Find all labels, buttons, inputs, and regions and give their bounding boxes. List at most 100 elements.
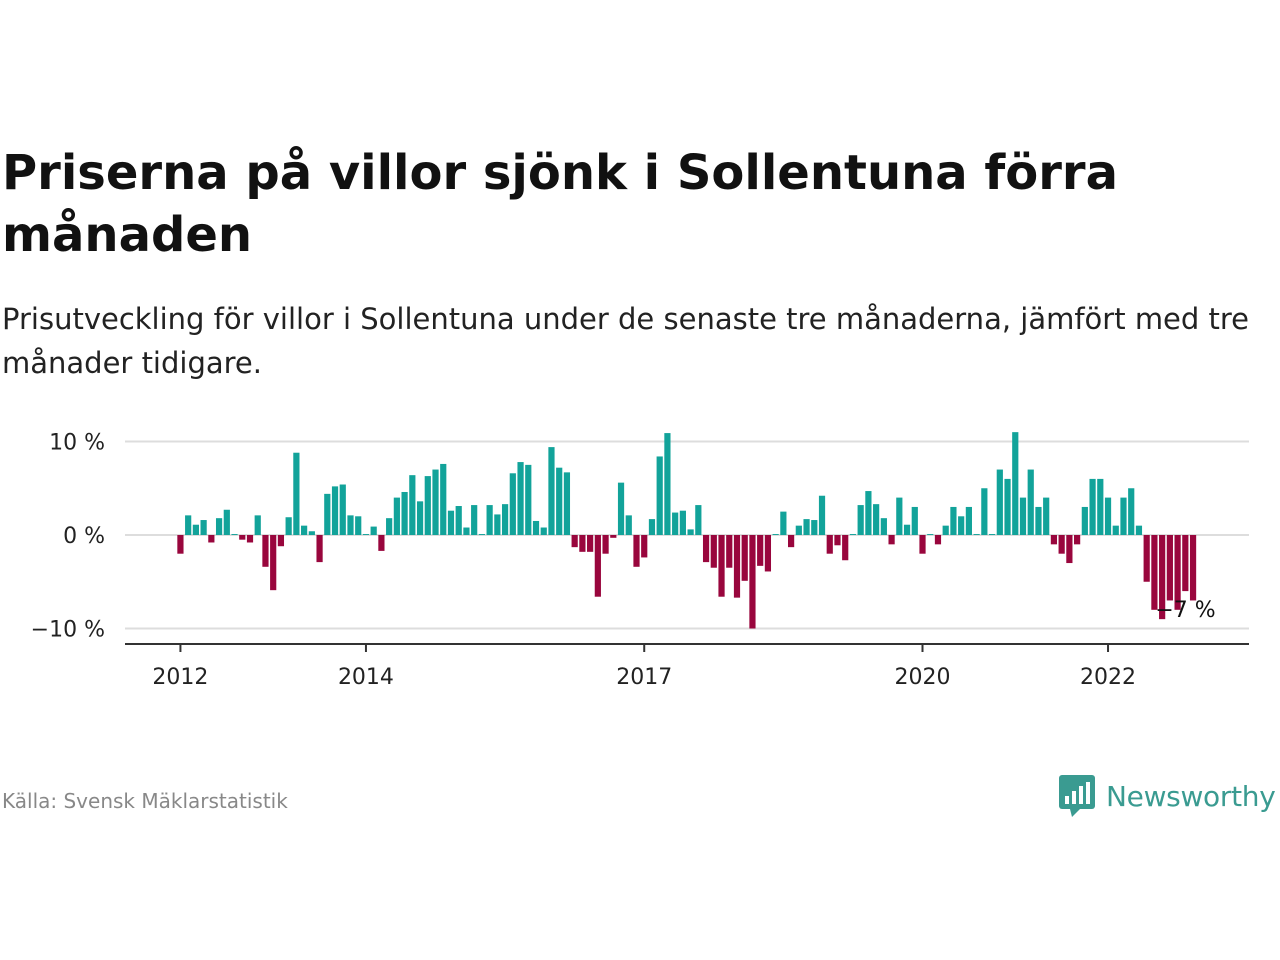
bar [455, 506, 462, 535]
bar [633, 535, 640, 567]
bar [911, 506, 918, 535]
axis-labels: 10 % 0 % −10 % 2012 2014 2017 2020 2022 −7 % [31, 431, 1216, 691]
x-tick-label: 2017 [616, 665, 672, 690]
bar [602, 535, 609, 554]
bar [339, 484, 346, 535]
bar [579, 535, 586, 552]
bar [370, 526, 377, 535]
bar [362, 534, 370, 535]
bar [1104, 497, 1112, 535]
bar [965, 506, 972, 535]
bar [702, 535, 710, 563]
bar [672, 512, 679, 535]
bar [331, 486, 339, 535]
bar [648, 519, 656, 535]
chart-title: Priserna på villor sjönk i Sollentuna fö… [2, 145, 1118, 263]
bar [246, 535, 254, 543]
bar [463, 527, 470, 535]
bar [849, 534, 857, 535]
x-tick-label: 2012 [152, 665, 208, 690]
y-tick-label: 0 % [63, 524, 105, 549]
bar [934, 535, 942, 545]
bar [301, 525, 308, 535]
bar [1089, 478, 1096, 535]
bar [1135, 525, 1143, 535]
bar [1035, 506, 1042, 535]
bar [440, 463, 447, 535]
y-tick-label: −10 % [31, 618, 105, 643]
bar [1019, 497, 1027, 535]
bar [532, 520, 540, 535]
bar [1128, 488, 1135, 535]
bar [664, 433, 671, 535]
bar [1143, 535, 1150, 582]
bar [177, 535, 184, 554]
bar [316, 535, 323, 563]
bar [788, 535, 795, 548]
bar [1112, 525, 1119, 535]
bar [927, 534, 934, 535]
bar [1189, 535, 1197, 601]
bar [834, 535, 841, 546]
bar [795, 525, 802, 535]
bar [610, 535, 617, 538]
bar [254, 515, 261, 535]
bar [285, 517, 292, 535]
bar [277, 535, 285, 547]
bar [262, 535, 269, 567]
bar [1120, 497, 1127, 535]
bar [215, 518, 223, 535]
bar [988, 534, 996, 535]
bar [355, 516, 362, 535]
bar [208, 535, 215, 543]
bar-chart: 10 % 0 % −10 % 2012 2014 2017 2020 2022 −7 % [31, 431, 1249, 691]
bar [749, 535, 756, 629]
bar [1159, 535, 1166, 620]
bar [873, 504, 880, 535]
y-tick-label: 10 % [49, 431, 105, 456]
bar [695, 505, 702, 535]
newsworthy-logo-text: Newsworthy [1106, 779, 1276, 813]
bar [540, 527, 547, 535]
bar [625, 515, 632, 535]
newsworthy-logo-icon [1059, 775, 1095, 817]
bar [764, 535, 772, 572]
bar [772, 534, 779, 535]
x-tick-label: 2014 [338, 665, 394, 690]
bar [432, 469, 439, 535]
source-note: Källa: Svensk Mäklarstatistik [2, 789, 288, 813]
bar [1166, 535, 1173, 601]
bar [231, 534, 238, 535]
bar [587, 535, 594, 552]
bar [185, 515, 192, 535]
bar [857, 505, 864, 535]
bar [880, 518, 887, 535]
bar [1174, 535, 1181, 610]
bar [424, 476, 431, 535]
bar [1050, 535, 1058, 545]
bar [958, 516, 965, 535]
newsworthy-logo[interactable]: Newsworthy [1058, 774, 1276, 818]
bar [517, 462, 524, 535]
bar [501, 504, 509, 535]
bar [679, 510, 686, 535]
bar [903, 524, 911, 535]
bar [741, 535, 748, 581]
x-tick-label: 2020 [895, 665, 951, 690]
bar [710, 535, 717, 568]
bar [1097, 478, 1104, 535]
bar [733, 535, 741, 598]
x-axis [125, 643, 1249, 652]
bar [1074, 535, 1081, 545]
bar [192, 524, 199, 535]
bar [865, 491, 872, 535]
bar [919, 535, 926, 554]
bar [1043, 497, 1050, 535]
bar [1182, 535, 1189, 592]
bar [641, 535, 648, 558]
bar [888, 535, 895, 545]
bar [656, 456, 663, 535]
bars [177, 432, 1197, 629]
bar [486, 505, 493, 535]
bar [409, 475, 416, 535]
